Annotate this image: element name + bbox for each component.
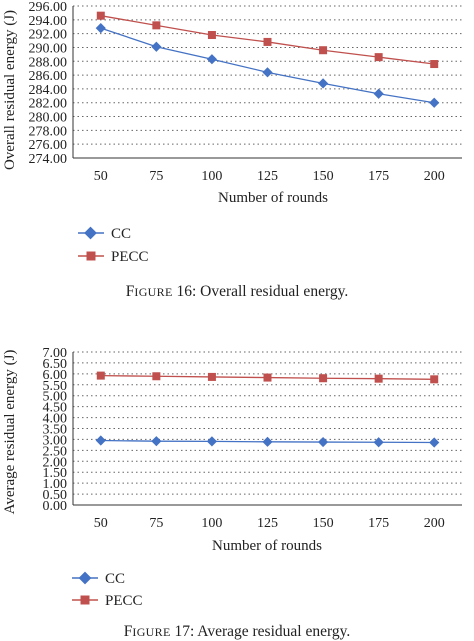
data-point-cc (317, 78, 329, 89)
caption-label: FIGURE 17: (124, 623, 194, 640)
data-point-cc (206, 54, 218, 65)
figure-16: 274.00276.00278.00280.00282.00284.00286.… (2, 0, 462, 300)
y-tick-label: 282.00 (29, 97, 68, 112)
data-point-cc (151, 41, 162, 52)
figure-caption: FIGURE 16: Overall residual energy. (126, 283, 348, 300)
caption-text: Average residual energy. (197, 623, 350, 640)
data-point-cc (317, 436, 329, 448)
legend-item-cc: CC (72, 571, 125, 587)
y-tick-label: 296.00 (29, 0, 68, 15)
y-tick-label: 5.50 (43, 379, 68, 394)
data-point-cc (262, 67, 273, 78)
data-point-pecc (374, 374, 383, 383)
y-tick-label: 5.00 (43, 390, 68, 405)
data-point-pecc (207, 372, 216, 381)
data-point-cc (151, 436, 162, 447)
x-tick-label: 150 (313, 516, 334, 531)
x-tick-label: 175 (368, 516, 389, 531)
y-axis-title: Average residual energy (J) (2, 350, 18, 515)
legend-item-cc: CC (78, 226, 131, 242)
y-tick-label: 288.00 (29, 55, 68, 70)
legend-marker-cc (78, 571, 92, 585)
y-tick-label: 274.00 (29, 152, 68, 167)
legend-label-cc: CC (105, 571, 125, 587)
legend-item-pecc: PECC (78, 249, 149, 265)
y-tick-label: 3.50 (43, 423, 68, 438)
data-point-cc (95, 23, 106, 34)
x-tick-label: 100 (201, 516, 222, 531)
data-point-pecc (152, 372, 161, 381)
legend: CC PECC (78, 226, 149, 265)
legend: CC PECC (72, 571, 143, 609)
y-tick-label: 278.00 (29, 124, 68, 139)
data-point-pecc (207, 31, 216, 40)
data-point-pecc (96, 11, 105, 20)
y-tick-label: 0.50 (43, 488, 68, 503)
data-point-cc (373, 437, 384, 448)
y-tick-label: 2.50 (43, 444, 68, 459)
y-tick-label: 4.50 (43, 401, 68, 416)
y-tick-label: 284.00 (29, 83, 68, 98)
x-tick-label: 75 (149, 169, 163, 184)
data-point-pecc (374, 53, 383, 62)
y-axis-title: Overall residual energy (J) (2, 10, 18, 170)
legend-marker-pecc (86, 251, 96, 261)
data-point-pecc (152, 21, 161, 30)
legend-label-pecc: PECC (105, 593, 143, 609)
data-point-pecc (430, 375, 439, 384)
y-tick-label: 276.00 (29, 138, 68, 153)
y-tick-label: 290.00 (29, 41, 68, 56)
x-tick-label: 175 (368, 169, 389, 184)
x-axis-title: Number of rounds (218, 190, 328, 206)
data-point-cc (95, 435, 106, 446)
x-tick-label: 100 (201, 169, 222, 184)
y-tick-label: 294.00 (29, 14, 68, 29)
x-tick-label: 150 (313, 169, 334, 184)
figure-caption: FIGURE 17: Average residual energy. (124, 623, 350, 640)
y-tick-label: 1.50 (43, 466, 68, 481)
y-tick-label: 1.00 (43, 477, 68, 492)
y-tick-label: 3.00 (43, 433, 68, 448)
legend-marker-pecc (80, 595, 90, 605)
data-point-cc (206, 436, 218, 447)
y-tick-label: 4.00 (43, 412, 68, 427)
data-point-pecc (319, 46, 328, 55)
data-point-cc (429, 437, 440, 448)
y-tick-label: 2.00 (43, 455, 68, 470)
figure-17: 0.000.501.001.502.002.503.003.504.004.50… (2, 346, 462, 640)
data-point-pecc (430, 60, 439, 69)
x-tick-label: 50 (94, 169, 108, 184)
legend-label-cc: CC (111, 226, 131, 242)
x-tick-label: 125 (257, 169, 278, 184)
overall-residual-energy-chart: 274.00276.00278.00280.00282.00284.00286.… (29, 0, 462, 184)
data-point-cc (262, 436, 273, 447)
legend-item-pecc: PECC (72, 593, 143, 609)
x-tick-label: 75 (149, 516, 163, 531)
legend-marker-cc (84, 226, 97, 240)
average-residual-energy-chart: 0.000.501.001.502.002.503.003.504.004.50… (43, 346, 462, 531)
x-tick-label: 50 (94, 516, 108, 531)
data-point-pecc (96, 371, 105, 380)
data-point-cc (429, 97, 440, 108)
y-tick-label: 292.00 (29, 28, 68, 43)
y-tick-label: 6.50 (43, 357, 68, 372)
data-point-pecc (319, 374, 328, 383)
x-tick-label: 200 (424, 516, 445, 531)
y-tick-label: 280.00 (29, 111, 68, 126)
y-tick-label: 7.00 (43, 346, 68, 361)
caption-label: FIGURE 16: (126, 283, 196, 300)
x-axis-title: Number of rounds (212, 538, 322, 554)
y-tick-label: 0.00 (43, 499, 68, 514)
x-tick-label: 200 (424, 169, 445, 184)
x-tick-label: 125 (257, 516, 278, 531)
y-tick-label: 6.00 (43, 368, 68, 383)
data-point-pecc (263, 373, 272, 382)
y-tick-label: 286.00 (29, 69, 68, 84)
legend-label-pecc: PECC (111, 249, 149, 265)
data-point-pecc (263, 37, 272, 46)
data-point-cc (373, 88, 384, 99)
caption-text: Overall residual energy. (200, 283, 348, 300)
